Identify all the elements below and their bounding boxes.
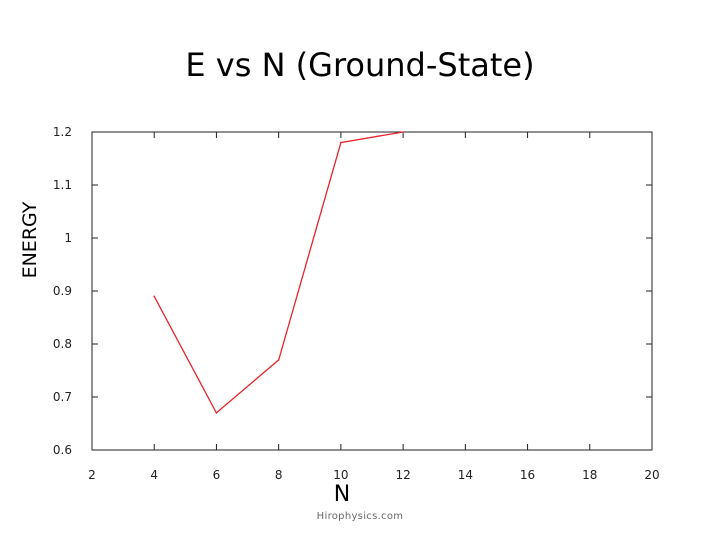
y-tick-label: 1.1 — [53, 178, 72, 192]
y-tick-label: 0.9 — [53, 284, 72, 298]
x-tick-label: 8 — [275, 468, 283, 482]
data-point — [277, 359, 280, 361]
data-point — [215, 412, 218, 414]
plot-frame — [91, 131, 653, 451]
data-point — [340, 141, 342, 144]
x-tick-label: 6 — [213, 468, 221, 482]
y-tick-label: 0.7 — [53, 390, 72, 404]
axis-ticks: 2 4 6 8 10 12 14 16 18 20 0.6 0.7 0.8 0.9 1 1.1 1.2 — [53, 125, 660, 482]
data-point — [402, 131, 404, 133]
watermark-text: Hirophysics.com — [316, 511, 404, 522]
x-tick-label: 2 — [88, 468, 96, 482]
x-tick-label: 4 — [150, 468, 158, 482]
x-tick-label: 10 — [333, 468, 348, 482]
y-tick-label: 0.6 — [53, 443, 72, 457]
y-tick-label: 1 — [64, 231, 72, 245]
x-tick-label: 14 — [458, 468, 473, 482]
x-tick-label: 18 — [582, 468, 597, 482]
series-layer — [153, 131, 404, 414]
x-tick-label: 12 — [395, 468, 410, 482]
y-tick-label: 0.8 — [53, 337, 72, 351]
x-tick-label: 20 — [644, 468, 659, 482]
y-tick-label: 1.2 — [53, 125, 72, 139]
x-axis-label: N — [333, 482, 351, 507]
x-tick-label: 16 — [520, 468, 535, 482]
page-title: E vs N (Ground-State) — [185, 46, 535, 84]
data-point — [153, 295, 156, 298]
